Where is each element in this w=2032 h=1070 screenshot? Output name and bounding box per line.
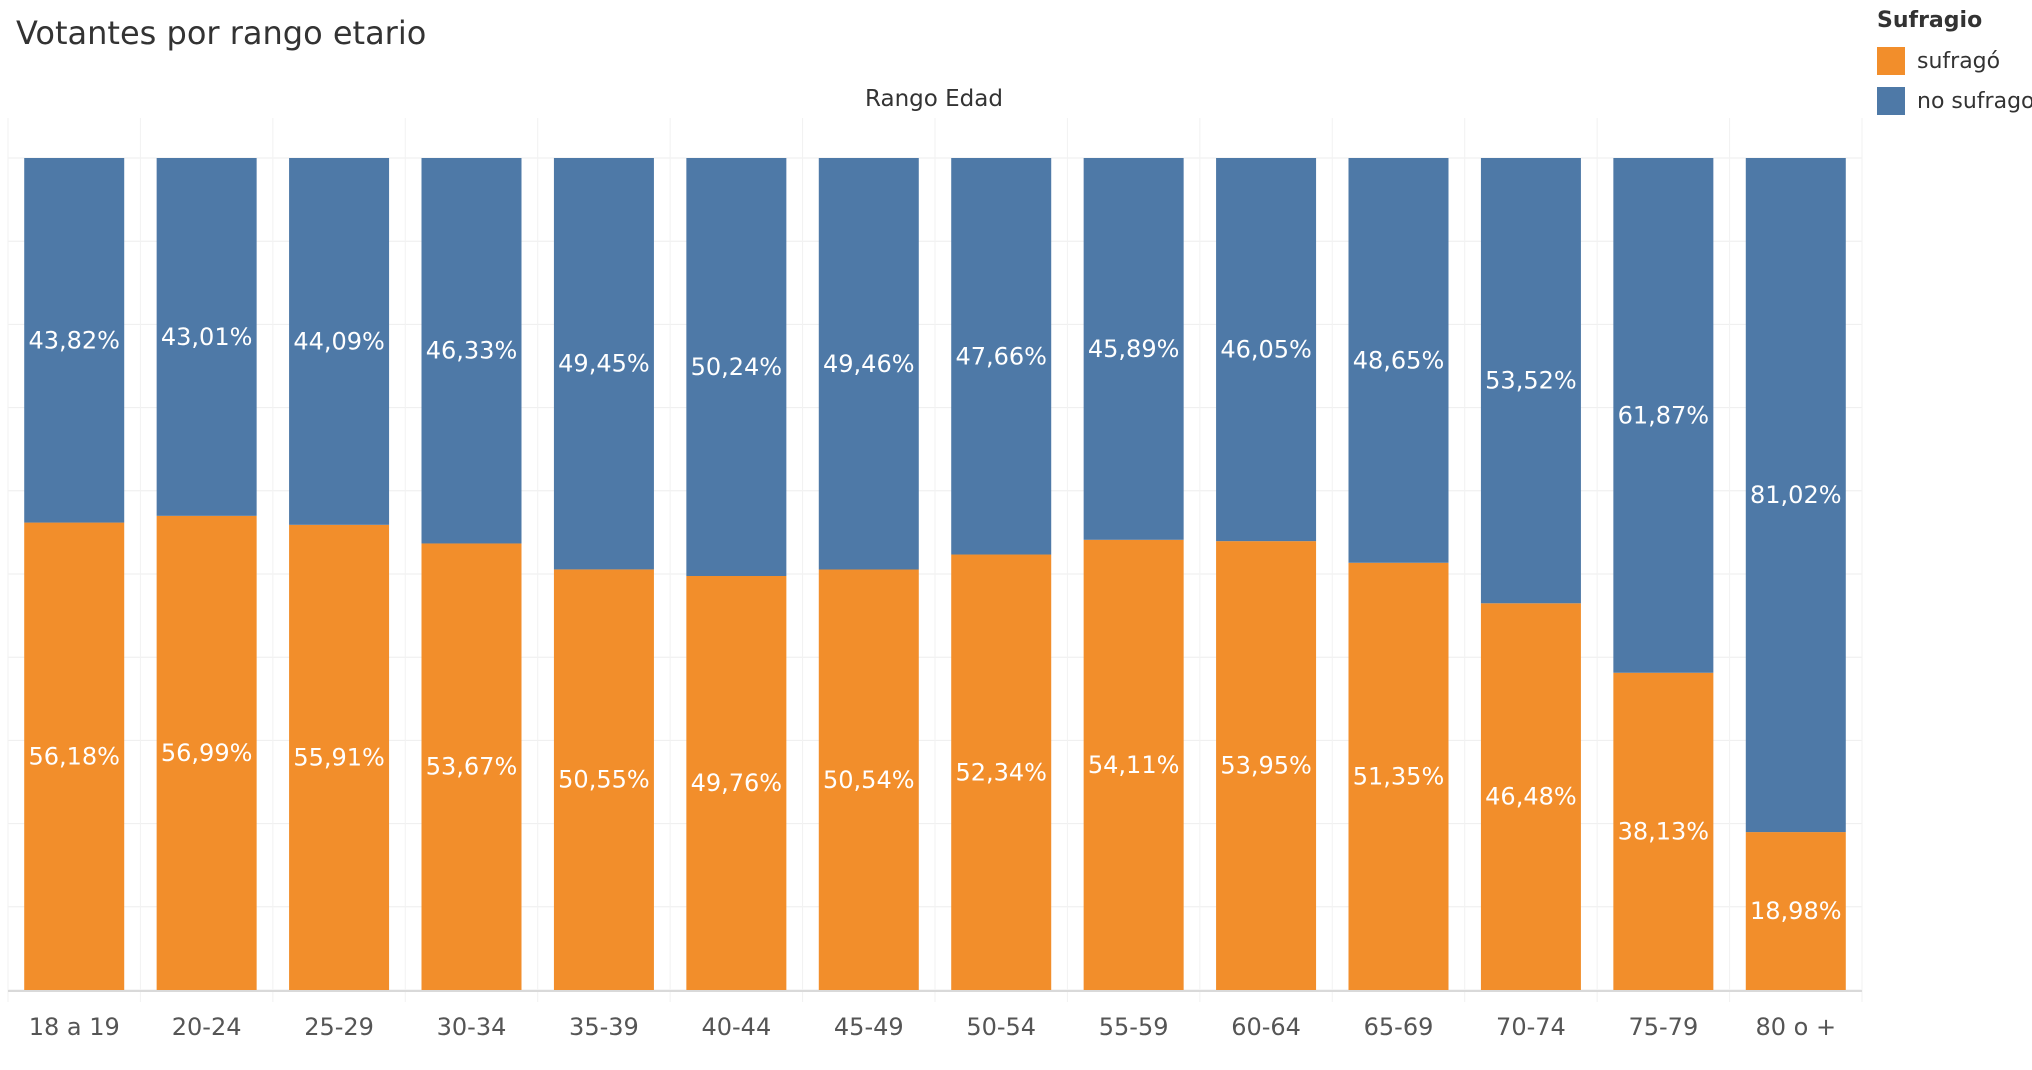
bar-no-sufrago[interactable] bbox=[1613, 158, 1714, 673]
category-label: 35-39 bbox=[569, 1013, 639, 1041]
data-label: 46,05% bbox=[1220, 336, 1312, 364]
bar-no-sufrago[interactable] bbox=[1480, 158, 1581, 604]
data-label: 44,09% bbox=[293, 327, 385, 355]
bar-sufrago[interactable] bbox=[24, 522, 125, 990]
bar-sufrago[interactable] bbox=[1083, 539, 1184, 990]
bar-no-sufrago[interactable] bbox=[156, 158, 257, 516]
bar-sufrago[interactable] bbox=[1745, 832, 1846, 990]
legend-swatch-no-sufrago bbox=[1877, 87, 1905, 115]
data-label: 51,35% bbox=[1353, 762, 1445, 790]
bar-sufrago[interactable] bbox=[1216, 541, 1317, 990]
data-label: 50,24% bbox=[691, 353, 783, 381]
bar-sufrago[interactable] bbox=[553, 569, 654, 990]
legend: Sufragio sufragó no sufrago bbox=[1877, 8, 2032, 121]
bar-no-sufrago[interactable] bbox=[686, 158, 787, 576]
legend-swatch-sufrago bbox=[1877, 47, 1905, 75]
data-label: 49,46% bbox=[823, 350, 915, 378]
bar-sufrago[interactable] bbox=[951, 554, 1052, 990]
legend-item-sufrago[interactable]: sufragó bbox=[1877, 41, 2032, 81]
legend-item-no-sufrago[interactable]: no sufrago bbox=[1877, 81, 2032, 121]
bar-no-sufrago[interactable] bbox=[1745, 158, 1846, 833]
data-label: 38,13% bbox=[1618, 817, 1710, 845]
category-label: 45-49 bbox=[834, 1013, 904, 1041]
data-label: 52,34% bbox=[955, 758, 1047, 786]
bar-sufrago[interactable] bbox=[1613, 672, 1714, 990]
bar-sufrago[interactable] bbox=[421, 543, 522, 990]
bar-no-sufrago[interactable] bbox=[24, 158, 125, 523]
data-label: 46,48% bbox=[1485, 783, 1577, 811]
stacked-bar-chart: 56,18% 43,82% 18 a 19 56,99% 43,01% 20-24 55,9… bbox=[7, 86, 1863, 1041]
data-label: 49,76% bbox=[691, 769, 783, 797]
data-label: 18,98% bbox=[1750, 897, 1842, 925]
data-label: 49,45% bbox=[558, 350, 650, 378]
bar-no-sufrago[interactable] bbox=[421, 158, 522, 544]
category-label: 80 o + bbox=[1755, 1013, 1836, 1041]
bar-no-sufrago[interactable] bbox=[818, 158, 919, 570]
category-label: 50-54 bbox=[966, 1013, 1036, 1041]
data-label: 43,82% bbox=[28, 326, 120, 354]
category-label: 20-24 bbox=[172, 1013, 242, 1041]
data-label: 53,67% bbox=[426, 753, 518, 781]
data-label: 45,89% bbox=[1088, 335, 1180, 363]
column-header: Rango Edad bbox=[865, 86, 1003, 112]
data-label: 48,65% bbox=[1353, 346, 1445, 374]
data-label: 56,18% bbox=[28, 742, 120, 770]
chart-title: Votantes por rango etario bbox=[16, 14, 427, 52]
category-label: 40-44 bbox=[701, 1013, 771, 1041]
category-label: 70-74 bbox=[1496, 1013, 1566, 1041]
bar-sufrago[interactable] bbox=[289, 524, 390, 990]
bar-sufrago[interactable] bbox=[156, 515, 257, 990]
data-label: 55,91% bbox=[293, 743, 385, 771]
data-label: 47,66% bbox=[955, 342, 1047, 370]
data-label: 54,11% bbox=[1088, 751, 1180, 779]
column-separators bbox=[7, 118, 1863, 1002]
data-label: 46,33% bbox=[426, 337, 518, 365]
data-label: 53,95% bbox=[1220, 752, 1312, 780]
legend-title: Sufragio bbox=[1877, 8, 1983, 33]
bar-sufrago[interactable] bbox=[686, 575, 787, 990]
legend-label: sufragó bbox=[1917, 48, 2001, 74]
category-label: 55-59 bbox=[1099, 1013, 1169, 1041]
bar-no-sufrago[interactable] bbox=[951, 158, 1052, 555]
bar-sufrago[interactable] bbox=[818, 569, 919, 990]
category-label: 60-64 bbox=[1231, 1013, 1301, 1041]
bar-no-sufrago[interactable] bbox=[553, 158, 654, 570]
data-label: 81,02% bbox=[1750, 481, 1842, 509]
bar-no-sufrago[interactable] bbox=[1216, 158, 1317, 542]
bar-no-sufrago[interactable] bbox=[1083, 158, 1184, 540]
category-label: 30-34 bbox=[437, 1013, 507, 1041]
bar-no-sufrago[interactable] bbox=[289, 158, 390, 525]
data-label: 53,52% bbox=[1485, 367, 1577, 395]
category-label: 75-79 bbox=[1628, 1013, 1698, 1041]
category-label: 65-69 bbox=[1364, 1013, 1434, 1041]
bar-labels: 56,18% 43,82% 18 a 19 56,99% 43,01% 20-24 55,9… bbox=[28, 323, 1841, 1041]
data-label: 43,01% bbox=[161, 323, 253, 351]
category-label: 25-29 bbox=[304, 1013, 374, 1041]
bar-no-sufrago[interactable] bbox=[1348, 158, 1449, 563]
data-label: 56,99% bbox=[161, 739, 253, 767]
data-label: 50,54% bbox=[823, 766, 915, 794]
bar-sufrago[interactable] bbox=[1348, 562, 1449, 990]
legend-label: no sufrago bbox=[1917, 88, 2032, 114]
data-label: 61,87% bbox=[1618, 401, 1710, 429]
bar-sufrago[interactable] bbox=[1480, 603, 1581, 990]
bars bbox=[24, 158, 1846, 990]
category-label: 18 a 19 bbox=[29, 1013, 120, 1041]
data-label: 50,55% bbox=[558, 766, 650, 794]
